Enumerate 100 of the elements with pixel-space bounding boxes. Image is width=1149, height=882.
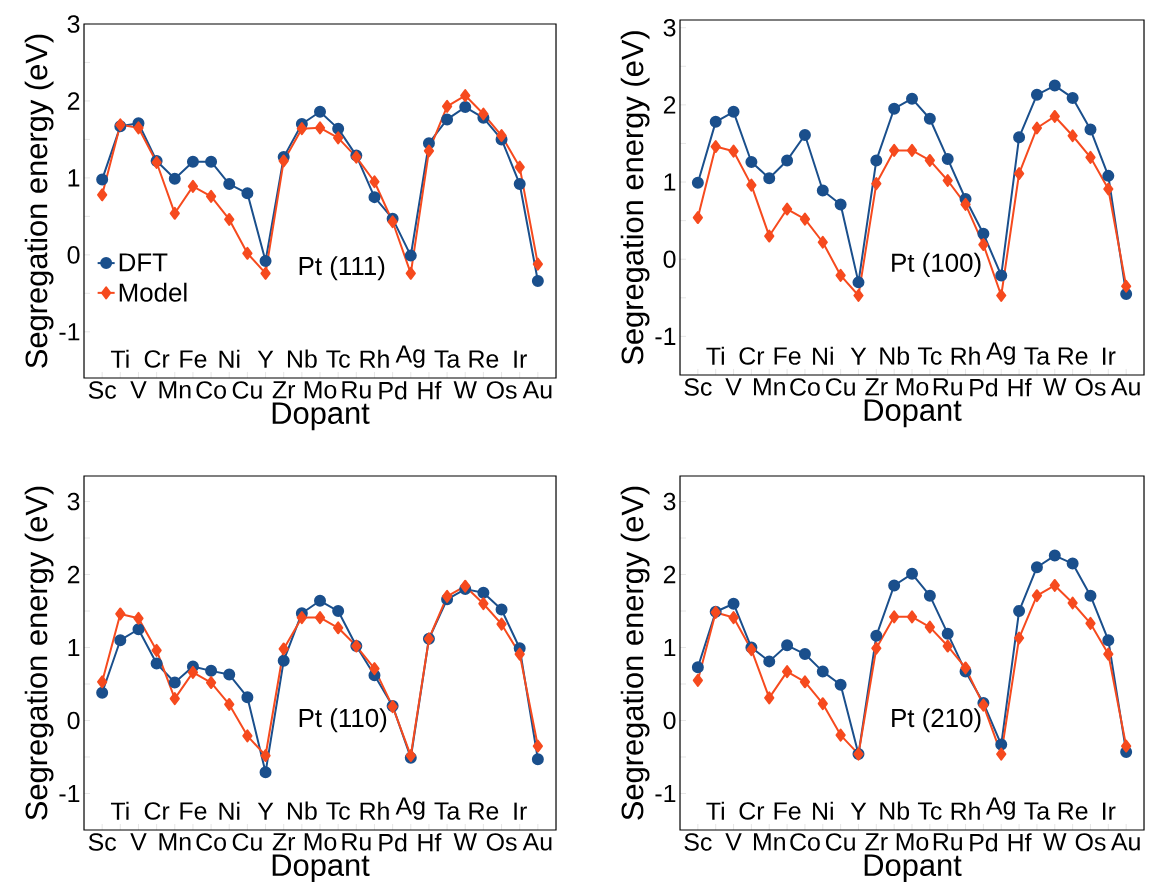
x-tick-label: Ru xyxy=(933,833,962,851)
x-tick-label: Mo xyxy=(896,378,929,396)
x-tick-label: Mn xyxy=(753,833,785,851)
x-tick-label: Ti xyxy=(110,801,129,820)
y-tick-label: -1 xyxy=(59,323,80,341)
x-tick-label: Fe xyxy=(774,802,801,820)
x-tick-label: Y xyxy=(850,802,867,820)
x-tick-label: Hf xyxy=(1008,833,1032,852)
x-tick-label: Au xyxy=(1110,378,1140,396)
annotation: Pt (210) xyxy=(892,708,981,733)
x-tick-label: V xyxy=(725,378,742,396)
x-tick-label: Fe xyxy=(180,802,207,820)
annotation: Pt (100) xyxy=(892,252,981,277)
x-tick-label: Tc xyxy=(917,802,942,820)
x-tick-label: Sc xyxy=(88,381,117,399)
x-tick-label: Cu xyxy=(232,833,262,851)
x-tick-label: Fe xyxy=(774,347,801,365)
x-tick-label: Cr xyxy=(739,347,765,365)
x-tick-label: Ni xyxy=(219,801,240,820)
x-axis-title: Dopant xyxy=(272,854,370,882)
x-tick-label: Ti xyxy=(706,346,724,365)
x-tick-label: V xyxy=(725,833,742,851)
x-tick-label: Y xyxy=(257,802,274,820)
x-tick-label: Ni xyxy=(219,349,240,368)
y-tick-label: 2 xyxy=(663,565,676,584)
x-tick-label: Zr xyxy=(865,378,888,396)
x-tick-label: Ni xyxy=(813,346,833,365)
x-tick-label: Ni xyxy=(813,801,833,820)
x-tick-label: Mn xyxy=(159,833,191,851)
x-tick-label: Hf xyxy=(418,381,442,400)
x-tick-label: Y xyxy=(257,350,274,368)
x-tick-label: Os xyxy=(486,833,517,851)
x-tick-label: Rh xyxy=(360,801,389,820)
x-tick-label: Ir xyxy=(514,802,527,820)
x-tick-label: Mn xyxy=(753,378,785,396)
x-tick-label: Ag xyxy=(395,797,425,820)
x-tick-label: Au xyxy=(522,833,552,851)
x-tick-label: Ti xyxy=(706,801,724,820)
x-tick-label: Cu xyxy=(825,833,855,851)
x-tick-label: Zr xyxy=(272,381,296,399)
x-tick-label: Os xyxy=(1075,833,1106,851)
x-tick-label: Hf xyxy=(418,833,442,852)
x-tick-label: W xyxy=(453,381,477,399)
x-tick-label: Tc xyxy=(917,347,942,365)
x-tick-label: Nb xyxy=(880,346,910,365)
y-tick-label: 1 xyxy=(664,173,676,191)
x-tick-label: Hf xyxy=(1008,378,1032,397)
x-tick-label: W xyxy=(1043,378,1067,396)
x-tick-label: Y xyxy=(850,347,867,365)
x-tick-label: Re xyxy=(469,350,499,368)
annotation: Pt (111) xyxy=(299,256,385,281)
y-axis-title: Segregation energy (eV) xyxy=(620,486,650,820)
x-tick-label: Mo xyxy=(304,833,337,851)
y-axis-title: Segregation energy (eV) xyxy=(24,34,54,368)
x-tick-label: Ta xyxy=(1024,347,1051,365)
x-tick-label: Ir xyxy=(1103,802,1116,820)
x-tick-label: Mo xyxy=(896,833,929,851)
x-tick-label: Ru xyxy=(342,833,371,851)
y-tick-label: 2 xyxy=(663,96,676,114)
x-tick-label: Zr xyxy=(272,833,296,851)
x-tick-label: Pd xyxy=(970,378,998,397)
x-tick-label: Co xyxy=(790,378,820,396)
y-tick-label: 1 xyxy=(664,638,676,657)
x-axis-title: Dopant xyxy=(864,854,962,882)
x-tick-label: V xyxy=(130,833,147,851)
x-tick-label: Ag xyxy=(986,342,1015,365)
x-tick-label: Os xyxy=(486,381,517,399)
x-tick-label: Au xyxy=(522,381,552,399)
x-tick-label: Fe xyxy=(180,350,207,368)
y-axis-title: Segregation energy (eV) xyxy=(620,31,650,365)
y-tick-label: 2 xyxy=(67,565,80,584)
legend-label: Model xyxy=(119,282,187,302)
x-tick-label: Co xyxy=(790,833,820,851)
x-tick-label: Sc xyxy=(684,833,712,851)
y-tick-label: 3 xyxy=(663,492,676,511)
x-tick-label: Cr xyxy=(144,802,170,820)
x-axis-title: Dopant xyxy=(864,399,962,428)
x-tick-label: Au xyxy=(1110,833,1140,851)
x-tick-label: Zr xyxy=(865,833,888,851)
y-tick-label: 1 xyxy=(68,169,80,187)
x-tick-label: Ti xyxy=(110,349,129,368)
x-tick-label: Pd xyxy=(970,833,998,852)
x-tick-label: W xyxy=(453,833,477,851)
y-tick-label: 3 xyxy=(67,492,80,511)
x-tick-label: Ir xyxy=(514,350,527,368)
x-tick-label: Re xyxy=(1058,347,1088,365)
x-tick-label: Pd xyxy=(379,833,407,852)
y-tick-label: 3 xyxy=(663,18,676,37)
y-tick-label: 3 xyxy=(67,15,80,33)
x-tick-label: Ir xyxy=(1103,347,1116,365)
x-tick-label: Ta xyxy=(1024,802,1051,820)
y-axis-title: Segregation energy (eV) xyxy=(24,486,54,820)
y-tick-label: 0 xyxy=(67,711,80,730)
x-tick-label: Cu xyxy=(232,381,262,399)
x-tick-label: Pd xyxy=(379,381,407,400)
x-tick-label: Mn xyxy=(159,381,191,399)
x-tick-label: Tc xyxy=(326,350,350,368)
x-tick-label: Tc xyxy=(326,802,350,820)
y-tick-label: 2 xyxy=(67,92,80,110)
annotation: Pt (110) xyxy=(299,708,387,733)
